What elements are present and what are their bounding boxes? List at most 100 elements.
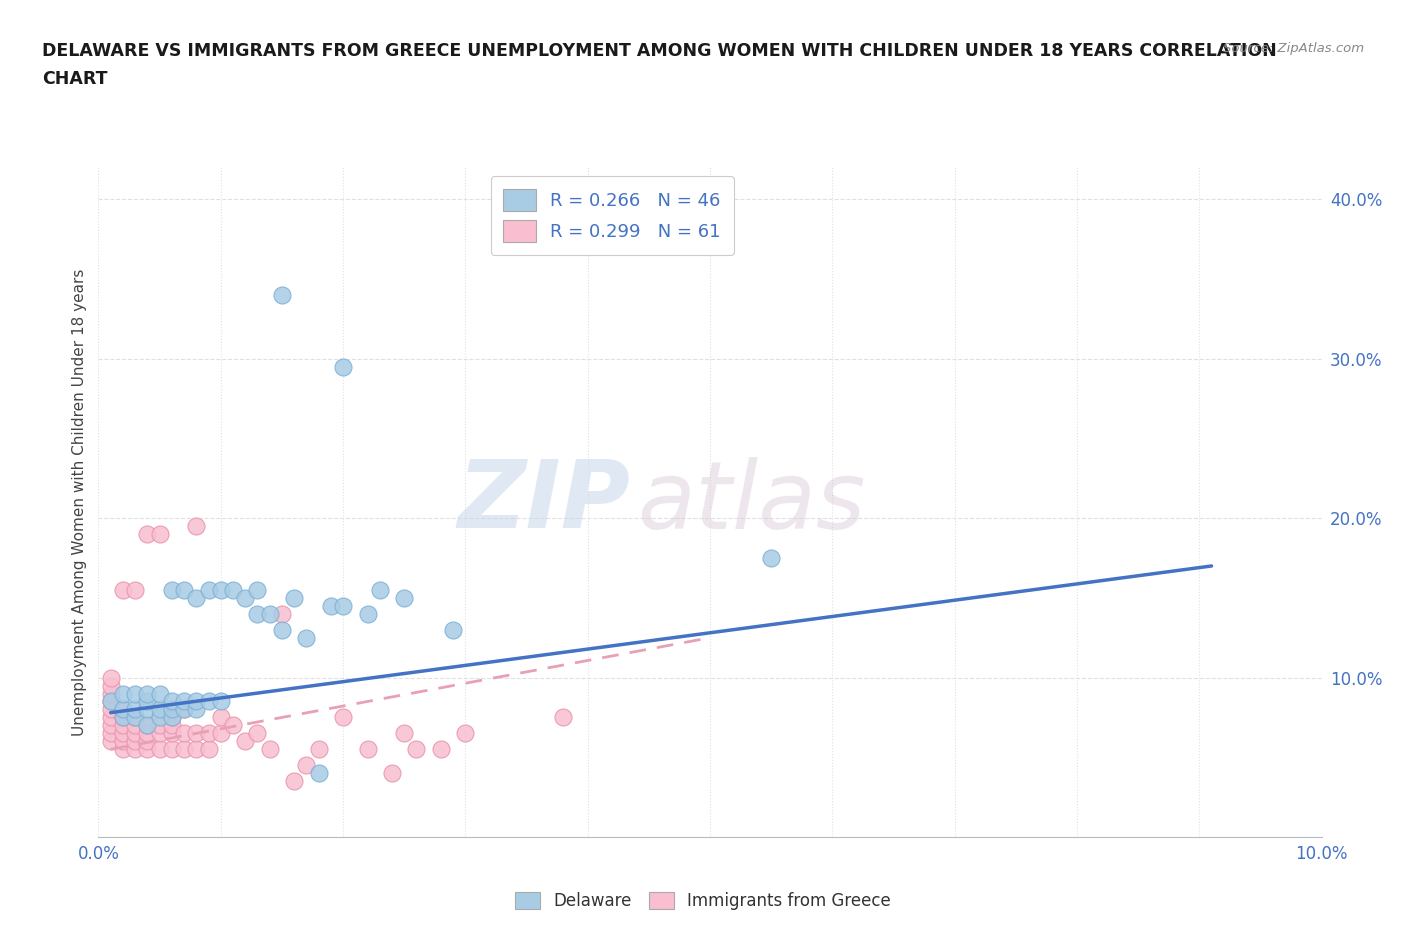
Point: [100, 726, 122, 741]
Point: [186, 694, 208, 709]
Point: [124, 582, 146, 597]
Text: DELAWARE VS IMMIGRANTS FROM GREECE UNEMPLOYMENT AMONG WOMEN WITH CHILDREN UNDER : DELAWARE VS IMMIGRANTS FROM GREECE UNEMP…: [42, 42, 1277, 60]
Point: [136, 726, 159, 741]
Point: [124, 702, 146, 717]
Point: [149, 742, 172, 757]
Point: [100, 694, 122, 709]
Point: [246, 606, 269, 621]
Point: [173, 702, 195, 717]
Point: [553, 710, 575, 724]
Point: [441, 622, 464, 637]
Point: [100, 694, 122, 709]
Point: [381, 765, 404, 780]
Point: [186, 726, 208, 741]
Point: [209, 710, 232, 724]
Point: [283, 591, 305, 605]
Point: [124, 710, 146, 724]
Point: [332, 710, 354, 724]
Legend: R = 0.266   N = 46, R = 0.299   N = 61: R = 0.266 N = 46, R = 0.299 N = 61: [491, 177, 734, 255]
Point: [173, 702, 195, 717]
Point: [111, 710, 134, 724]
Text: ZIP: ZIP: [457, 457, 630, 548]
Text: Source: ZipAtlas.com: Source: ZipAtlas.com: [1223, 42, 1364, 55]
Point: [149, 702, 172, 717]
Point: [332, 598, 354, 613]
Point: [259, 606, 281, 621]
Point: [124, 734, 146, 749]
Point: [100, 678, 122, 693]
Point: [160, 702, 183, 717]
Point: [149, 718, 172, 733]
Point: [209, 582, 232, 597]
Point: [356, 742, 378, 757]
Point: [173, 742, 195, 757]
Point: [319, 598, 342, 613]
Point: [295, 631, 318, 645]
Point: [308, 742, 330, 757]
Point: [186, 702, 208, 717]
Point: [136, 694, 159, 709]
Point: [124, 718, 146, 733]
Point: [233, 591, 256, 605]
Point: [136, 718, 159, 733]
Point: [124, 710, 146, 724]
Point: [209, 726, 232, 741]
Point: [270, 287, 292, 302]
Y-axis label: Unemployment Among Women with Children Under 18 years: Unemployment Among Women with Children U…: [72, 269, 87, 736]
Point: [430, 742, 453, 757]
Point: [100, 710, 122, 724]
Point: [160, 694, 183, 709]
Point: [149, 726, 172, 741]
Point: [100, 734, 122, 749]
Point: [160, 582, 183, 597]
Point: [392, 726, 416, 741]
Point: [295, 758, 318, 773]
Point: [160, 710, 183, 724]
Point: [160, 718, 183, 733]
Point: [149, 526, 172, 541]
Point: [173, 582, 195, 597]
Point: [160, 726, 183, 741]
Point: [124, 742, 146, 757]
Text: atlas: atlas: [637, 457, 865, 548]
Point: [100, 671, 122, 685]
Point: [368, 582, 391, 597]
Point: [124, 726, 146, 741]
Point: [173, 726, 195, 741]
Point: [246, 726, 269, 741]
Point: [246, 582, 269, 597]
Point: [111, 686, 134, 701]
Point: [270, 622, 292, 637]
Point: [100, 718, 122, 733]
Point: [270, 606, 292, 621]
Point: [209, 694, 232, 709]
Point: [111, 726, 134, 741]
Point: [136, 718, 159, 733]
Point: [149, 686, 172, 701]
Point: [222, 718, 245, 733]
Point: [111, 702, 134, 717]
Point: [186, 591, 208, 605]
Point: [136, 734, 159, 749]
Point: [111, 718, 134, 733]
Point: [124, 686, 146, 701]
Point: [160, 710, 183, 724]
Point: [759, 551, 782, 565]
Point: [111, 742, 134, 757]
Point: [197, 694, 219, 709]
Point: [136, 526, 159, 541]
Point: [136, 742, 159, 757]
Point: [111, 710, 134, 724]
Point: [283, 774, 305, 789]
Point: [173, 694, 195, 709]
Point: [136, 702, 159, 717]
Point: [186, 519, 208, 534]
Point: [332, 359, 354, 374]
Point: [111, 702, 134, 717]
Point: [392, 591, 416, 605]
Point: [111, 734, 134, 749]
Point: [100, 686, 122, 701]
Point: [356, 606, 378, 621]
Point: [233, 734, 256, 749]
Legend: Delaware, Immigrants from Greece: Delaware, Immigrants from Greece: [509, 885, 897, 917]
